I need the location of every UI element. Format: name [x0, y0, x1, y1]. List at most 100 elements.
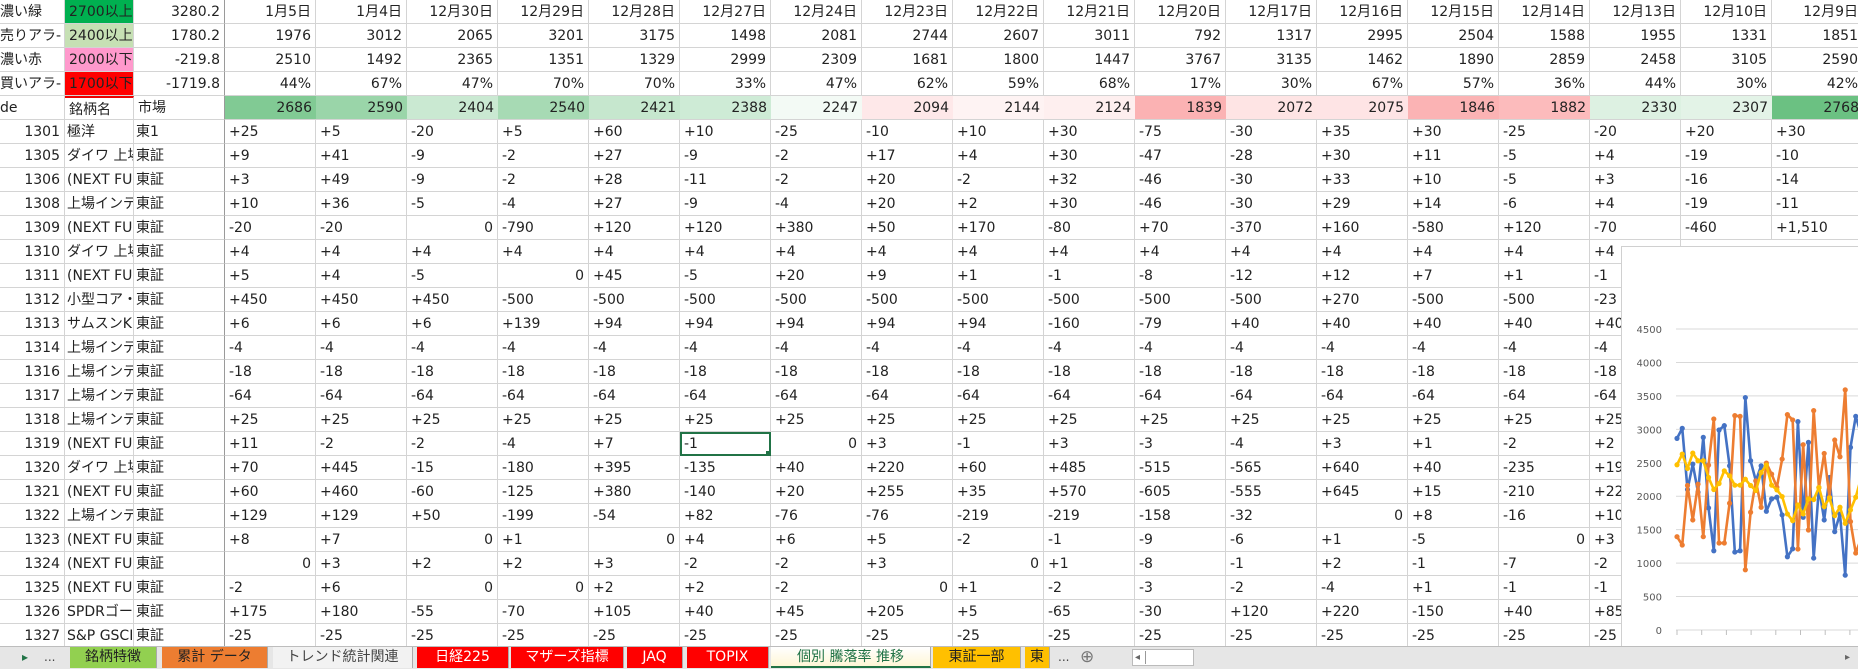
change-cell[interactable]: -5 — [407, 192, 498, 216]
change-cell[interactable]: -25 — [680, 624, 771, 648]
spreadsheet-grid[interactable]: 濃い緑 2700以上 3280.2 売りアラ- 2400以上 1780.2 濃い赤 2000以… — [0, 0, 1858, 648]
change-cell[interactable]: +485 — [1044, 456, 1135, 480]
change-cell[interactable]: +255 — [862, 480, 953, 504]
change-cell[interactable]: -5 — [1499, 168, 1590, 192]
stock-name[interactable]: (NEXT FU — [65, 264, 134, 288]
advancers-count[interactable]: 3175 — [589, 24, 680, 48]
advance-ratio[interactable]: 33% — [680, 72, 771, 96]
change-cell[interactable]: -2 — [771, 144, 862, 168]
change-cell[interactable]: -4 — [862, 336, 953, 360]
date-header[interactable]: 12月30日 — [407, 0, 498, 24]
change-cell[interactable]: +12 — [1317, 264, 1408, 288]
change-cell[interactable]: -605 — [1135, 480, 1226, 504]
change-cell[interactable]: -18 — [316, 360, 407, 384]
average-heat-cell[interactable]: 2590 — [316, 96, 407, 120]
change-cell[interactable]: +50 — [407, 504, 498, 528]
change-cell[interactable]: -2 — [680, 552, 771, 576]
stock-name[interactable]: 小型コア・ — [65, 288, 134, 312]
change-cell[interactable]: -64 — [225, 384, 316, 408]
change-cell[interactable]: +27 — [589, 144, 680, 168]
change-cell[interactable]: -32 — [1226, 504, 1317, 528]
advancers-count[interactable]: 1331 — [1681, 24, 1772, 48]
change-cell[interactable]: +4 — [1135, 240, 1226, 264]
change-cell[interactable]: +2 — [498, 552, 589, 576]
change-cell[interactable]: +30 — [1317, 144, 1408, 168]
threshold-cell[interactable]: 2400以上 — [65, 24, 134, 48]
change-cell[interactable]: -25 — [1044, 624, 1135, 648]
change-cell[interactable]: +4 — [1044, 240, 1135, 264]
change-cell[interactable]: +60 — [589, 120, 680, 144]
change-cell[interactable]: +105 — [589, 600, 680, 624]
change-cell[interactable]: +14 — [1408, 192, 1499, 216]
stock-code[interactable]: 1309 — [0, 216, 65, 240]
change-cell[interactable]: +94 — [953, 312, 1044, 336]
sheet-tab[interactable]: 日経225 — [417, 647, 509, 668]
change-cell[interactable]: -64 — [1499, 384, 1590, 408]
change-cell[interactable]: -500 — [1499, 288, 1590, 312]
change-cell[interactable]: -18 — [1135, 360, 1226, 384]
decliners-count[interactable]: 1492 — [316, 48, 407, 72]
change-cell[interactable]: -25 — [589, 624, 680, 648]
change-cell[interactable]: -10 — [1772, 144, 1858, 168]
average-heat-cell[interactable]: 2075 — [1317, 96, 1408, 120]
change-cell[interactable]: +60 — [953, 456, 1044, 480]
change-cell[interactable]: 0 — [1317, 504, 1408, 528]
stock-code[interactable]: 1317 — [0, 384, 65, 408]
stock-market[interactable]: 東証 — [134, 456, 225, 480]
change-cell[interactable]: -70 — [498, 600, 589, 624]
change-cell[interactable]: +1 — [953, 264, 1044, 288]
change-cell[interactable]: -2 — [771, 552, 862, 576]
change-cell[interactable]: +6 — [407, 312, 498, 336]
threshold-cell[interactable]: 2700以上 — [65, 0, 134, 24]
change-cell[interactable]: -5 — [1408, 528, 1499, 552]
decliners-count[interactable]: 3767 — [1135, 48, 1226, 72]
change-cell[interactable]: +175 — [225, 600, 316, 624]
change-cell[interactable]: +4 — [1317, 240, 1408, 264]
change-cell[interactable]: +45 — [771, 600, 862, 624]
change-cell[interactable]: +40 — [1317, 312, 1408, 336]
sheet-tab[interactable]: 累計 データ — [162, 647, 268, 668]
change-cell[interactable]: +1 — [1408, 576, 1499, 600]
legend-label[interactable]: 買いアラ- — [0, 72, 65, 96]
change-cell[interactable]: +94 — [680, 312, 771, 336]
change-cell[interactable]: -54 — [589, 504, 680, 528]
average-heat-cell[interactable]: 2768 — [1772, 96, 1858, 120]
change-cell[interactable]: +40 — [1226, 312, 1317, 336]
change-cell[interactable]: +94 — [771, 312, 862, 336]
change-cell[interactable]: -4 — [225, 336, 316, 360]
advance-ratio[interactable]: 68% — [1044, 72, 1135, 96]
stock-market[interactable]: 東証 — [134, 336, 225, 360]
change-cell[interactable]: -65 — [1044, 600, 1135, 624]
advance-ratio[interactable]: 47% — [771, 72, 862, 96]
change-cell[interactable]: -1 — [1499, 576, 1590, 600]
change-cell[interactable]: -500 — [862, 288, 953, 312]
advancers-count[interactable]: 2744 — [862, 24, 953, 48]
change-cell[interactable]: +3 — [225, 168, 316, 192]
tab-more-left[interactable]: ... — [44, 650, 56, 664]
change-cell[interactable]: -18 — [1408, 360, 1499, 384]
change-cell[interactable]: -18 — [498, 360, 589, 384]
stock-name[interactable]: (NEXT FU — [65, 432, 134, 456]
change-cell[interactable]: +129 — [316, 504, 407, 528]
stock-market[interactable]: 東証 — [134, 408, 225, 432]
decliners-count[interactable]: 2999 — [680, 48, 771, 72]
change-cell[interactable]: 0 — [953, 552, 1044, 576]
date-header[interactable]: 12月17日 — [1226, 0, 1317, 24]
change-cell[interactable]: +445 — [316, 456, 407, 480]
scroll-right-icon[interactable]: ▸ — [1845, 652, 1851, 663]
change-cell[interactable]: +4 — [225, 240, 316, 264]
stock-market[interactable]: 東証 — [134, 528, 225, 552]
change-cell[interactable]: +32 — [1044, 168, 1135, 192]
stock-name[interactable]: 上場インデ — [65, 504, 134, 528]
stock-name[interactable]: 上場インデ — [65, 408, 134, 432]
change-cell[interactable]: +25 — [953, 408, 1044, 432]
change-cell[interactable]: -150 — [1408, 600, 1499, 624]
change-cell[interactable]: +5 — [953, 600, 1044, 624]
change-cell[interactable]: -18 — [589, 360, 680, 384]
stock-market[interactable]: 東証 — [134, 576, 225, 600]
advance-ratio[interactable]: 47% — [407, 72, 498, 96]
change-cell[interactable]: -158 — [1135, 504, 1226, 528]
change-cell[interactable]: -515 — [1135, 456, 1226, 480]
date-header[interactable]: 12月29日 — [498, 0, 589, 24]
change-cell[interactable]: +70 — [1135, 216, 1226, 240]
